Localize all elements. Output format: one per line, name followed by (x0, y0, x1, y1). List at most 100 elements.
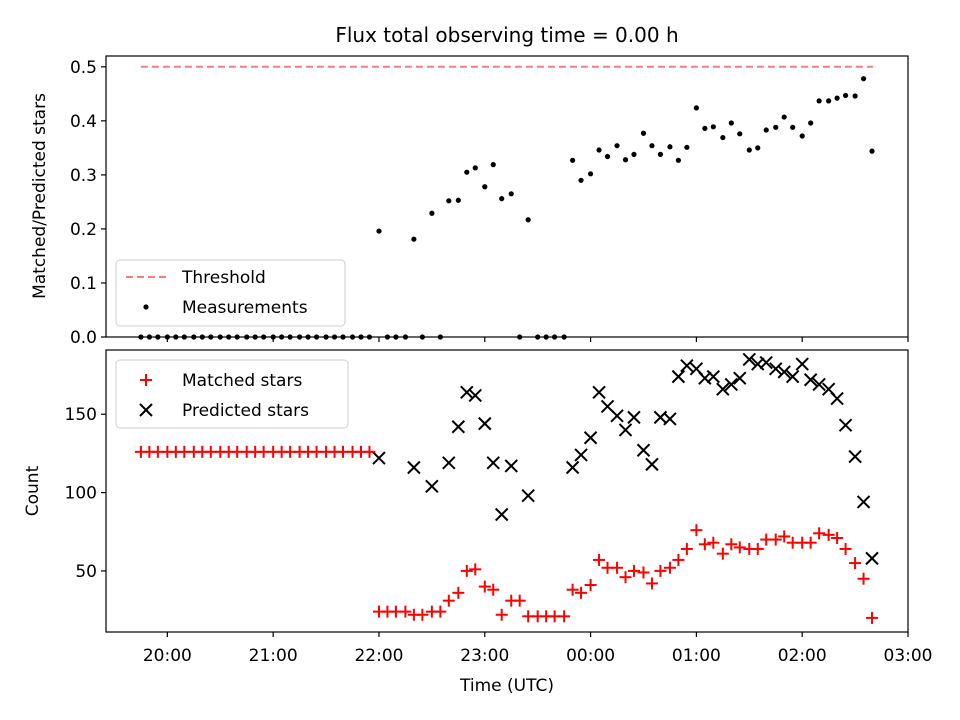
legend-matched-swatch (140, 374, 152, 386)
measurement-point (596, 147, 602, 153)
predicted-x-stroke (742, 352, 756, 367)
x-tick-label: 03:00 (884, 646, 933, 666)
measurement-point (763, 127, 769, 133)
top-y-tick-label: 0.5 (70, 58, 97, 78)
matched-stars-point (733, 541, 746, 554)
measurement-point (455, 197, 461, 203)
legend-predicted-swatch (139, 403, 153, 417)
bottom-x-axis: 20:00 21:00 22:00 23:00 00:00 01:00 02:00 03:00 (143, 632, 933, 666)
predicted-stars-point (504, 459, 518, 473)
top-y-axis: 0.0 0.1 0.2 0.3 0.4 0.5 (70, 58, 106, 348)
legend-matched-label: Matched stars (182, 371, 302, 391)
x-axis-label: Time (UTC) (459, 676, 554, 696)
legend-predicted-label: Predicted stars (182, 401, 309, 421)
predicted-stars-point (425, 479, 439, 494)
measurement-point (781, 114, 787, 120)
matched-stars-point (707, 536, 720, 549)
top-axes-frame (105, 55, 909, 338)
measurement-point (852, 93, 858, 99)
measurement-point (508, 191, 514, 197)
predicted-x-stroke (627, 410, 641, 425)
bottom-y-axis: 50 100 150 (65, 405, 106, 582)
matched-stars-point (558, 610, 571, 623)
predicted-x-stroke (442, 456, 456, 470)
matched-stars-point (725, 538, 738, 551)
predicted-stars-point (645, 457, 659, 472)
predicted-x-stroke (600, 399, 615, 414)
top-panel: 0.0 0.1 0.2 0.3 0.4 0.5 Matched/Predicted sta… (30, 55, 909, 348)
top-legend: Threshold Measurements (115, 259, 346, 327)
measurement-point (525, 217, 531, 223)
top-x-ticks (166, 337, 909, 342)
predicted-stars-point (698, 371, 712, 385)
measurement-point (773, 124, 779, 130)
predicted-stars-point (565, 460, 580, 475)
matched-stars-point (627, 564, 640, 577)
bottom-panel: 50 100 150 20:00 21:00 22:00 23:00 00:00 01:00 0… (23, 349, 933, 696)
measurement-point (720, 134, 726, 141)
measurement-point (790, 124, 796, 130)
bottom-plot-area (134, 352, 879, 624)
predicted-x-stroke (777, 365, 791, 379)
predicted-stars-point (521, 488, 535, 503)
predicted-x-stroke (460, 385, 474, 400)
predicted-stars-point (812, 377, 826, 392)
matched-stars-point (663, 561, 676, 574)
predicted-stars-point (627, 410, 641, 425)
measurement-point (446, 198, 452, 204)
measurement-point (816, 98, 822, 104)
matched-stars-point (813, 527, 826, 540)
measurement-point (622, 157, 629, 163)
matched-stars-point (804, 536, 817, 549)
predicted-stars-point (592, 385, 606, 400)
measurement-point (808, 120, 814, 126)
predicted-x-stroke (610, 409, 624, 423)
measurement-point (411, 236, 417, 242)
measurement-point (464, 169, 470, 175)
predicted-x-stroke (680, 358, 694, 373)
x-tick-label: 00:00 (566, 646, 615, 666)
predicted-x-stroke (706, 369, 721, 384)
measurement-point (472, 165, 478, 171)
top-y-tick-label: 0.1 (70, 274, 97, 294)
top-y-axis-label: Matched/Predicted stars (30, 93, 50, 299)
chart-title: Flux total observing time = 0.00 h (335, 23, 678, 47)
x-tick-label: 22:00 (354, 646, 403, 666)
matched-stars-point (716, 547, 729, 560)
matched-stars-point (575, 586, 588, 599)
x-tick-label: 01:00 (672, 646, 721, 666)
matched-stars-point (672, 553, 685, 566)
predicted-x-stroke (821, 382, 836, 396)
matched-stars-point (399, 605, 412, 618)
predicted-x-stroke (848, 449, 862, 464)
predicted-stars-point (407, 460, 421, 475)
predicted-x-stroke (495, 507, 509, 522)
predicted-x-stroke (645, 457, 659, 472)
predicted-x-stroke (724, 377, 739, 392)
predicted-x-stroke (751, 357, 765, 371)
bottom-legend-box (115, 359, 349, 429)
predicted-x-stroke (759, 355, 773, 370)
measurement-point (755, 145, 761, 151)
measurement-point (842, 92, 849, 99)
x-tick-label: 02:00 (778, 646, 827, 666)
measurement-point (834, 95, 840, 101)
predicted-x-stroke (795, 357, 809, 371)
measurement-point (578, 177, 584, 183)
measurement-point (869, 148, 875, 154)
matched-stars-point (645, 577, 658, 590)
predicted-stars-point (574, 448, 588, 462)
predicted-stars-point (759, 355, 773, 370)
predicted-x-stroke (521, 488, 535, 503)
predicted-x-stroke (592, 385, 606, 400)
matched-stars-point (495, 608, 508, 621)
measurement-point (604, 153, 611, 160)
matched-stars-point (866, 611, 879, 624)
matched-stars-point (434, 605, 447, 618)
predicted-x-stroke (565, 460, 580, 475)
measurement-point (728, 120, 734, 126)
predicted-stars-point (680, 358, 694, 373)
predicted-stars-point (495, 507, 509, 522)
predicted-x-stroke (812, 377, 826, 392)
